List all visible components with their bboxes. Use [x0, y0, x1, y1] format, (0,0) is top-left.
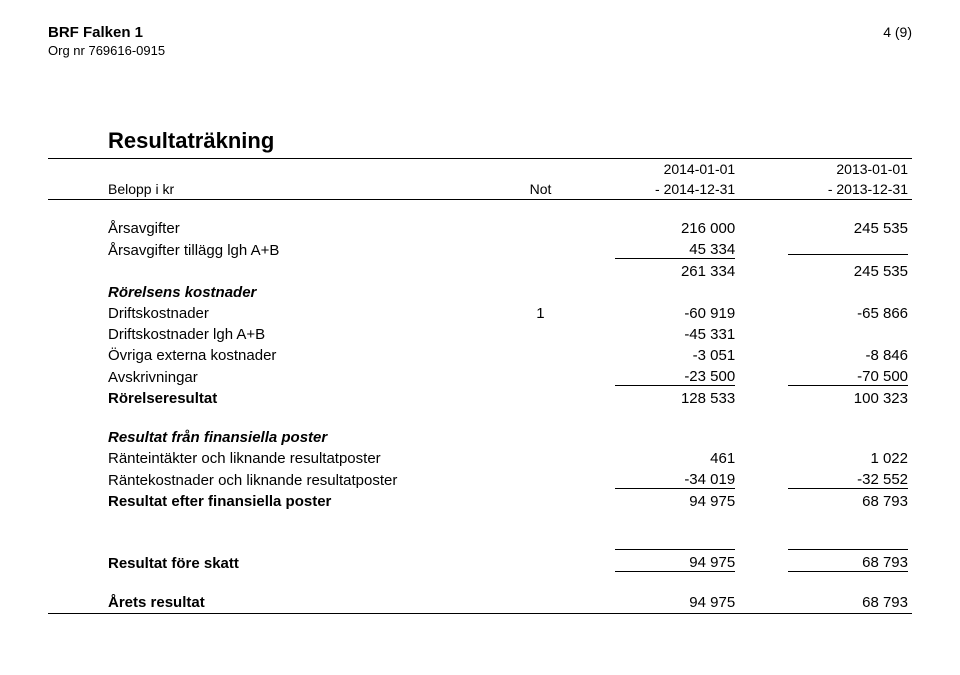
cell-y1: -34 019 [615, 471, 735, 489]
row-driftskostnader: Driftskostnader 1 -60 919 -65 866 [48, 303, 912, 324]
row-resultat-eft-fin: Resultat efter finansiella poster 94 975… [48, 491, 912, 512]
section-title: Resultaträkning [48, 128, 912, 154]
cell-label: Årsavgifter tillägg lgh A+B [48, 239, 515, 261]
col-y2-bot: - 2013-12-31 [739, 179, 912, 200]
cell-label: Årsavgifter [48, 218, 515, 239]
cell-y1: -23 500 [615, 368, 735, 386]
row-rantekostnader: Räntekostnader och liknande resultatpost… [48, 469, 912, 491]
cell-label: Rörelseresultat [48, 388, 515, 409]
col-y1-bot: - 2014-12-31 [566, 179, 739, 200]
cell-y2: -8 846 [788, 347, 908, 364]
row-rule-before-skatt [48, 530, 912, 552]
col-header-row-2: Belopp i kr Not - 2014-12-31 - 2013-12-3… [48, 179, 912, 200]
cell-y1: -3 051 [615, 347, 735, 364]
cell-y1: 216 000 [615, 220, 735, 237]
org-nr-prefix: Org nr [48, 43, 88, 58]
cell-y1: 461 [615, 450, 735, 467]
cell-label: Resultat före skatt [48, 552, 515, 574]
cell-label: Rörelsens kostnader [48, 282, 515, 303]
row-avskrivningar: Avskrivningar -23 500 -70 500 [48, 366, 912, 388]
cell-y1: -60 919 [615, 305, 735, 322]
cell-y1: 94 975 [615, 493, 735, 510]
row-ovriga-externa: Övriga externa kostnader -3 051 -8 846 [48, 345, 912, 366]
org-nr-value: 769616-0915 [88, 43, 165, 58]
cell-y1: 45 334 [615, 241, 735, 259]
org-block: BRF Falken 1 Org nr 769616-0915 [48, 24, 165, 58]
org-nr: Org nr 769616-0915 [48, 43, 165, 58]
cell-y2: 245 535 [788, 220, 908, 237]
page-header: BRF Falken 1 Org nr 769616-0915 4 (9) [48, 24, 912, 58]
cell-y2: -65 866 [788, 305, 908, 322]
cell-label: Ränteintäkter och liknande resultatposte… [48, 448, 515, 469]
cell-y1: 94 975 [615, 554, 735, 572]
row-arsavgifter: Årsavgifter 216 000 245 535 [48, 218, 912, 239]
cell-y2 [788, 254, 908, 255]
cell-y2: -70 500 [788, 368, 908, 386]
cell-not: 1 [515, 303, 567, 324]
cell-y1: 94 975 [615, 594, 735, 611]
row-hdr-rorelsens-kostnader: Rörelsens kostnader [48, 282, 912, 303]
row-resultat-fore-skatt: Resultat före skatt 94 975 68 793 [48, 552, 912, 574]
cell-y1: 128 533 [615, 390, 735, 407]
col-label-head: Belopp i kr [48, 179, 515, 200]
cell-y1: 261 334 [615, 263, 735, 280]
row-arsavgifter-ab: Årsavgifter tillägg lgh A+B 45 334 [48, 239, 912, 261]
income-statement-table: 2014-01-01 2013-01-01 Belopp i kr Not - … [48, 158, 912, 614]
cell-label: Räntekostnader och liknande resultatpost… [48, 469, 515, 491]
row-rorelseresultat: Rörelseresultat 128 533 100 323 [48, 388, 912, 409]
cell-label: Driftskostnader lgh A+B [48, 324, 515, 345]
col-not-head: Not [515, 179, 567, 200]
row-driftskostnader-ab: Driftskostnader lgh A+B -45 331 [48, 324, 912, 345]
row-sum-intakter: 261 334 245 535 [48, 261, 912, 282]
cell-label: Årets resultat [48, 592, 515, 614]
cell-label: Resultat efter finansiella poster [48, 491, 515, 512]
cell-label: Avskrivningar [48, 366, 515, 388]
cell-y2: 68 793 [788, 554, 908, 572]
col-header-row-1: 2014-01-01 2013-01-01 [48, 159, 912, 180]
org-name: BRF Falken 1 [48, 24, 165, 41]
cell-y2: 68 793 [788, 594, 908, 611]
cell-y2: -32 552 [788, 471, 908, 489]
cell-y2: 68 793 [788, 493, 908, 510]
cell-y2: 100 323 [788, 390, 908, 407]
row-ranteintakter: Ränteintäkter och liknande resultatposte… [48, 448, 912, 469]
cell-label: Resultat från finansiella poster [48, 427, 515, 448]
col-y1-top: 2014-01-01 [566, 159, 739, 180]
cell-y2: 1 022 [788, 450, 908, 467]
row-arets-resultat: Årets resultat 94 975 68 793 [48, 592, 912, 614]
page-number: 4 (9) [883, 24, 912, 40]
cell-y1: -45 331 [615, 326, 735, 343]
row-hdr-finansiella: Resultat från finansiella poster [48, 427, 912, 448]
cell-label: Driftskostnader [48, 303, 515, 324]
cell-label: Övriga externa kostnader [48, 345, 515, 366]
cell-y2: 245 535 [788, 263, 908, 280]
col-y2-top: 2013-01-01 [739, 159, 912, 180]
